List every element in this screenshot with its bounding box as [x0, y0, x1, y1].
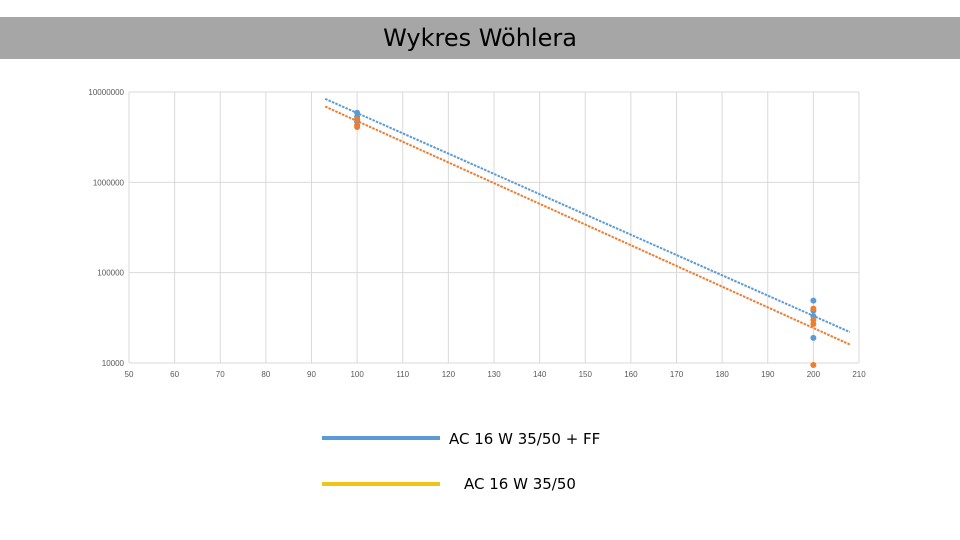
data-point-series-2: [354, 123, 361, 130]
x-tick-label: 70: [216, 370, 225, 379]
x-tick-label: 80: [261, 370, 270, 379]
legend-item-1: AC 16 W 35/50 + FF: [322, 430, 622, 450]
data-point-series-2: [810, 362, 817, 369]
grid-lines: [128, 91, 860, 364]
x-tick-label: 200: [807, 370, 821, 379]
chart-title: Wykres Wöhlera: [383, 24, 577, 52]
data-point-series-1: [810, 297, 817, 304]
x-tick-label: 190: [761, 370, 775, 379]
data-point-series-2: [354, 116, 361, 123]
data-point-series-1: [354, 109, 361, 116]
trendline-series-1: [324, 97, 851, 333]
data-point-series-2: [810, 321, 817, 328]
x-tick-label: 110: [396, 370, 409, 379]
x-axis-ticks: 50 60 70 80 90 100 110 120 130 140 150 160 170 180 190…: [125, 370, 867, 379]
y-tick-label: 10000: [102, 359, 125, 368]
legend-swatch-2: [322, 482, 440, 486]
x-tick-label: 140: [533, 370, 547, 379]
trendline-series-2: [324, 105, 851, 346]
legend-label-2: AC 16 W 35/50: [464, 475, 576, 493]
data-points: [354, 109, 817, 369]
data-point-series-2: [810, 305, 817, 312]
trendlines: [324, 97, 851, 346]
x-tick-label: 100: [350, 370, 364, 379]
data-point-series-2: [810, 316, 817, 323]
x-tick-label: 210: [852, 370, 866, 379]
legend-swatch-1: [322, 436, 440, 440]
data-point-series-1: [810, 334, 817, 341]
x-tick-label: 130: [487, 370, 501, 379]
x-tick-label: 160: [624, 370, 638, 379]
x-tick-label: 120: [442, 370, 456, 379]
title-bar: Wykres Wöhlera: [0, 17, 960, 59]
x-tick-label: 90: [307, 370, 316, 379]
legend-item-2: AC 16 W 35/50: [322, 475, 622, 495]
y-tick-label: 1000000: [93, 178, 125, 187]
legend-label-1: AC 16 W 35/50 + FF: [449, 430, 601, 448]
x-tick-label: 170: [670, 370, 684, 379]
x-tick-label: 180: [715, 370, 729, 379]
y-axis-ticks: 10000 100000 1000000 10000000: [88, 88, 124, 368]
y-tick-label: 10000000: [88, 88, 124, 97]
y-tick-label: 100000: [97, 269, 124, 278]
x-tick-label: 150: [579, 370, 593, 379]
x-tick-label: 60: [170, 370, 179, 379]
x-tick-label: 50: [125, 370, 134, 379]
